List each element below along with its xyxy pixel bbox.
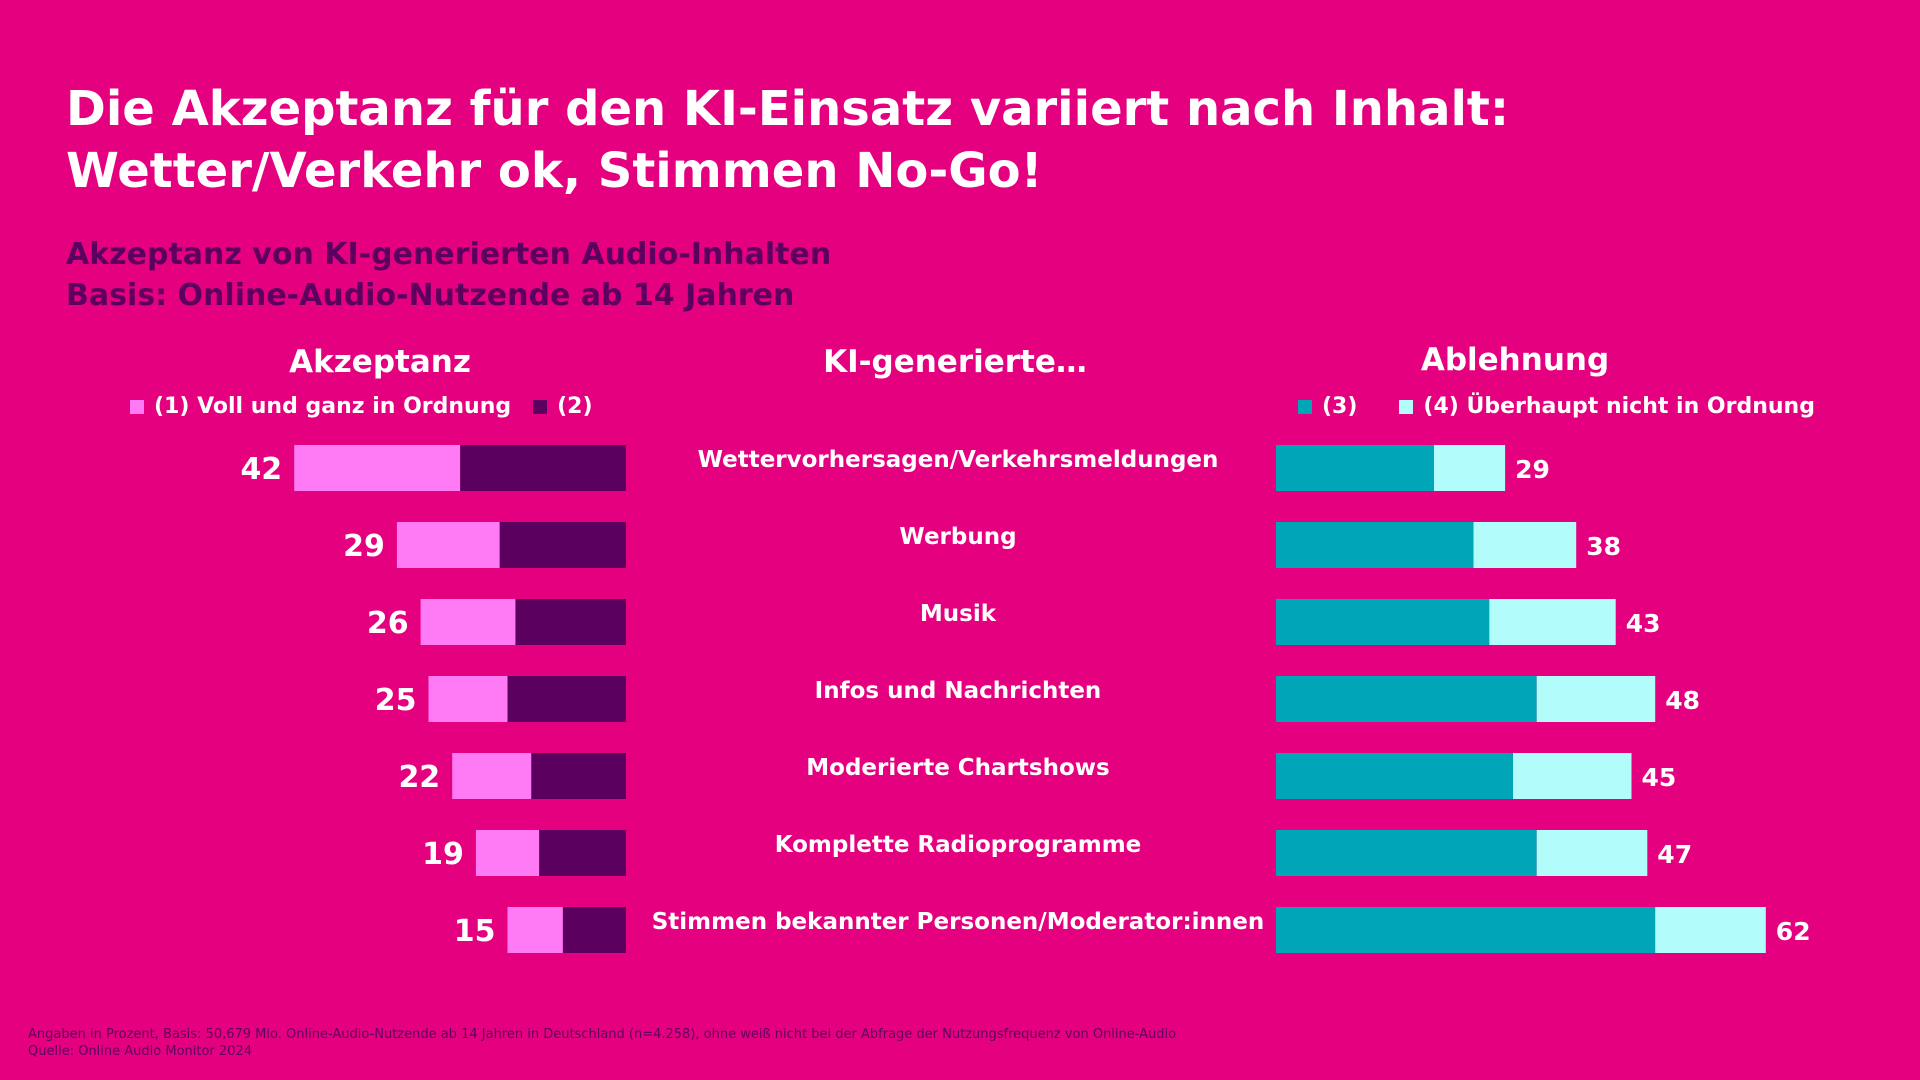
bar-acc2-1: [499, 522, 626, 568]
category-label-5: Komplette Radioprogramme: [775, 832, 1142, 858]
acceptance-total-label-0: 42: [240, 452, 282, 487]
title-line-2: Wetter/Verkehr ok, Stimmen No-Go!: [66, 143, 1043, 199]
bar-rej3-3: [1276, 676, 1537, 722]
bar-rej3-1: [1276, 522, 1474, 568]
bar-acc1-6: [507, 907, 563, 953]
bar-acc1-1: [396, 522, 500, 568]
bar-acc1-2: [420, 599, 516, 645]
bar-rej4-3: [1536, 676, 1656, 722]
title-line-1: Die Akzeptanz für den KI-Einsatz variier…: [66, 81, 1510, 137]
acceptance-heading: Akzeptanz: [289, 344, 471, 380]
legend-swatch-acc2: [533, 399, 548, 414]
bar-acc2-5: [539, 830, 626, 876]
bar-acc2-2: [515, 599, 626, 645]
legend-label-rej4: (4) Überhaupt nicht in Ordnung: [1423, 394, 1815, 419]
rejection-total-label-3: 48: [1665, 686, 1700, 715]
bar-rej3-5: [1276, 830, 1537, 876]
acceptance-total-label-4: 22: [398, 760, 440, 795]
bar-rej4-5: [1536, 830, 1648, 876]
acceptance-total-label-6: 15: [454, 914, 496, 949]
category-label-4: Moderierte Chartshows: [806, 755, 1109, 781]
bar-rej3-2: [1276, 599, 1490, 645]
bar-rej3-4: [1276, 753, 1513, 799]
bar-acc1-4: [452, 753, 532, 799]
category-label-3: Infos und Nachrichten: [815, 678, 1102, 704]
rejection-total-label-0: 29: [1515, 455, 1550, 484]
chart-subtitle: Akzeptanz von KI-generierten Audio-Inhal…: [66, 234, 831, 316]
acceptance-total-label-2: 26: [367, 606, 409, 641]
footnote: Angaben in Prozent, Basis: 50,679 Mio. O…: [28, 1026, 1176, 1060]
bar-acc2-0: [460, 445, 626, 491]
rejection-heading: Ablehnung: [1420, 342, 1610, 378]
category-label-6: Stimmen bekannter Personen/Moderator:inn…: [652, 909, 1265, 935]
acceptance-total-label-3: 25: [375, 683, 417, 718]
footnote-line-2: Quelle: Online Audio Monitor 2024: [28, 1044, 252, 1059]
bar-rej4-1: [1473, 522, 1577, 568]
bar-acc1-0: [294, 445, 461, 491]
bar-acc1-3: [428, 676, 508, 722]
bar-rej3-0: [1276, 445, 1434, 491]
page-title: Die Akzeptanz für den KI-Einsatz variier…: [66, 78, 1846, 202]
bar-rej4-4: [1513, 753, 1632, 799]
bar-acc2-4: [531, 753, 626, 799]
rejection-total-label-4: 45: [1642, 763, 1677, 792]
rejection-total-label-1: 38: [1586, 532, 1621, 561]
rejection-legend: (3) (4) Überhaupt nicht in Ordnung: [1298, 394, 1815, 419]
category-label-2: Musik: [920, 601, 997, 627]
bar-acc2-6: [562, 907, 626, 953]
acceptance-total-label-1: 29: [343, 529, 385, 564]
bar-rej3-6: [1276, 907, 1656, 953]
legend-label-rej3: (3): [1322, 394, 1358, 419]
bar-acc2-3: [507, 676, 626, 722]
legend-swatch-acc1: [130, 399, 144, 414]
rejection-total-label-6: 62: [1776, 917, 1811, 946]
rejection-total-label-5: 47: [1657, 840, 1692, 869]
bar-rej4-0: [1434, 445, 1506, 491]
legend-label-acc2: (2): [557, 394, 593, 419]
legend-label-acc1: (1) Voll und ganz in Ordnung: [154, 394, 512, 419]
acceptance-legend: (1) Voll und ganz in Ordnung (2): [130, 394, 593, 419]
bar-acc1-5: [475, 830, 540, 876]
subtitle-line-2: Basis: Online-Audio-Nutzende ab 14 Jahre…: [66, 278, 795, 313]
footnote-line-1: Angaben in Prozent, Basis: 50,679 Mio. O…: [28, 1027, 1177, 1042]
rejection-total-label-2: 43: [1626, 609, 1661, 638]
category-label-0: Wettervorhersagen/Verkehrsmeldungen: [698, 447, 1219, 473]
subtitle-line-1: Akzeptanz von KI-generierten Audio-Inhal…: [66, 237, 832, 272]
bar-rej4-6: [1655, 907, 1766, 953]
center-heading: KI-generierte…: [823, 344, 1087, 380]
category-label-1: Werbung: [899, 524, 1016, 550]
legend-swatch-rej4: [1399, 399, 1414, 414]
acceptance-total-label-5: 19: [422, 837, 464, 872]
legend-swatch-rej3: [1298, 399, 1312, 414]
bar-rej4-2: [1489, 599, 1616, 645]
